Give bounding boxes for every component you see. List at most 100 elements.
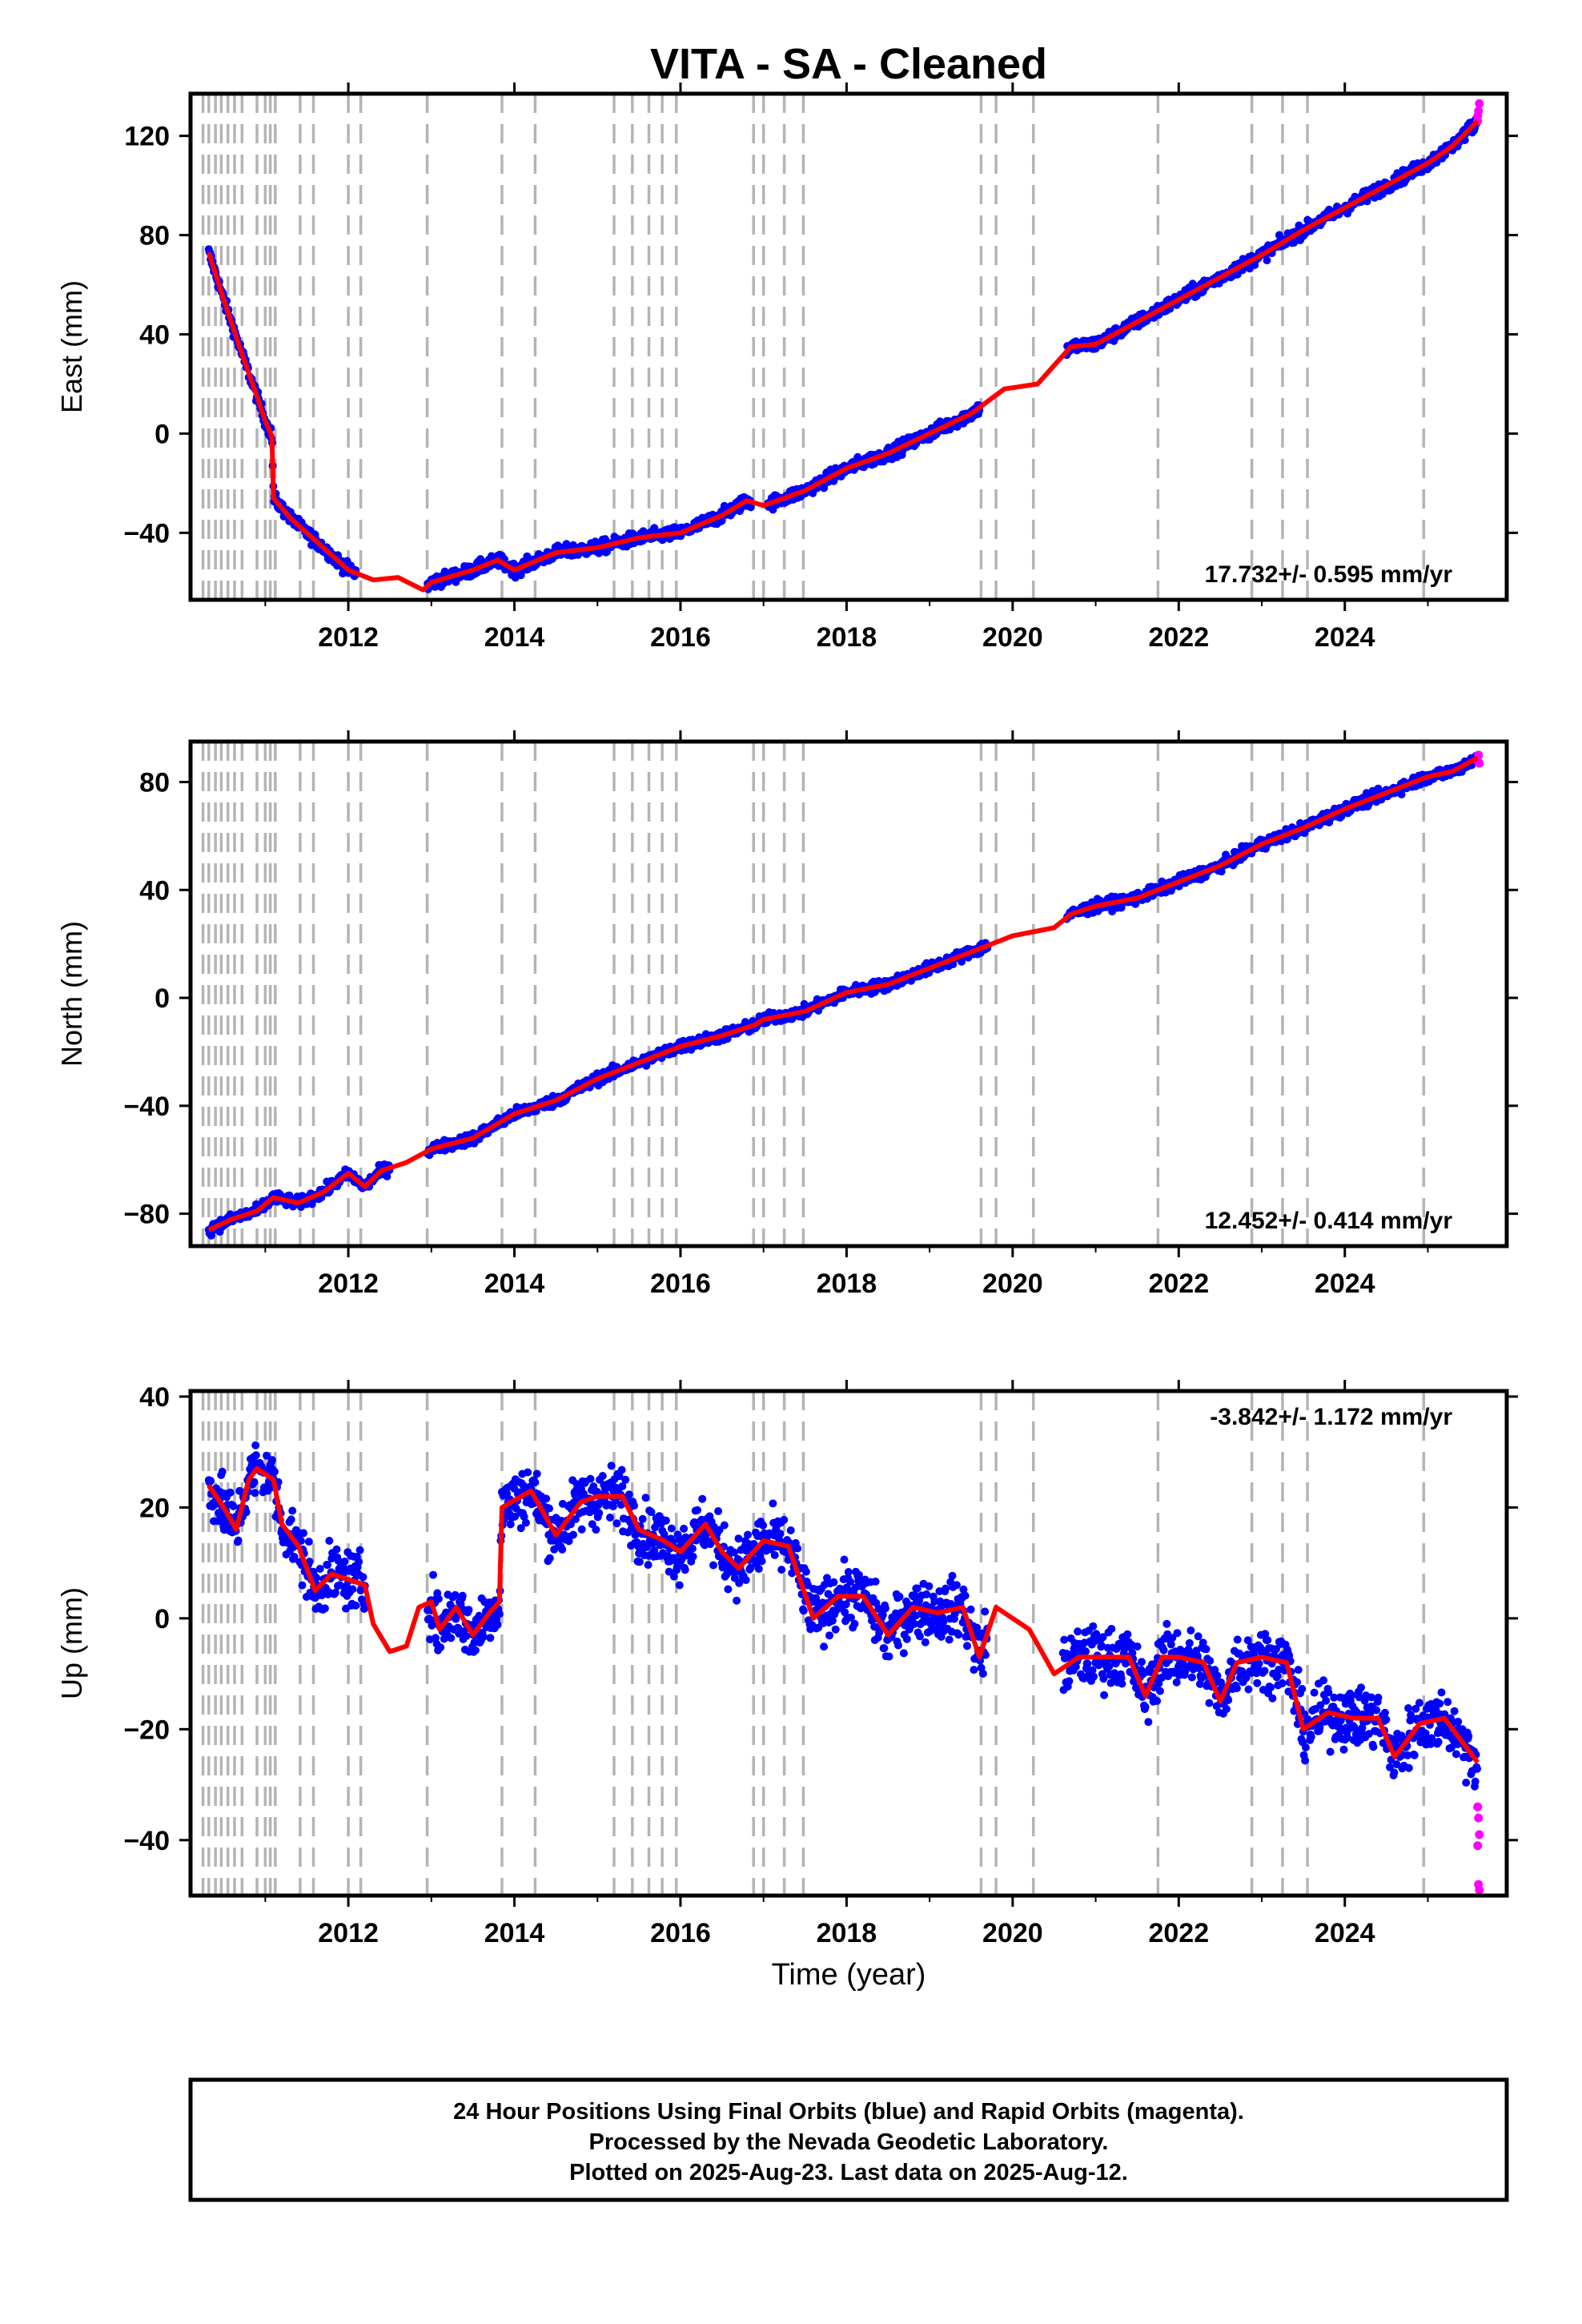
- final-point-273: [434, 1594, 443, 1603]
- final-point-3: [207, 1477, 215, 1486]
- final-point-322: [464, 1606, 473, 1614]
- final-point-887: [812, 1594, 821, 1602]
- axes-frame: [188, 91, 1509, 602]
- final-point-163: [304, 1538, 313, 1546]
- final-point-534: [595, 1509, 604, 1518]
- final-point-1000: [881, 1604, 889, 1613]
- final-point-94: [263, 1451, 271, 1460]
- final-point-331: [470, 1638, 479, 1647]
- final-point-744: [724, 1585, 733, 1594]
- final-point-820: [770, 1550, 779, 1559]
- x-tick-label-6: 2024: [1315, 1269, 1375, 1299]
- final-point-857: [793, 1544, 802, 1553]
- final-point-139: [290, 1553, 299, 1561]
- y-axis-label: East (mm): [55, 280, 88, 413]
- y-tick-label-2: 40: [139, 320, 170, 351]
- final-point-221: [340, 1558, 349, 1566]
- final-point-1030: [899, 1649, 908, 1658]
- final-point-448: [542, 1494, 551, 1503]
- final-point-48: [234, 1536, 243, 1545]
- y-tick-label-1: 0: [155, 419, 170, 449]
- final-point-75: [251, 1489, 259, 1498]
- final-point-694: [693, 1506, 701, 1514]
- rapid-point-3: [1473, 111, 1483, 121]
- final-point-206: [331, 1588, 339, 1597]
- y-tick-label-2: 0: [155, 983, 170, 1014]
- rate-label: 12.452+/- 0.414 mm/yr: [1205, 1208, 1453, 1234]
- final-point-293: [447, 1634, 456, 1642]
- final-point-801: [759, 1521, 768, 1530]
- final-point-781: [746, 1563, 755, 1572]
- final-point-571: [617, 1466, 626, 1474]
- model-line: [207, 755, 1480, 1232]
- final-point-1047: [910, 1619, 918, 1628]
- final-point-264: [429, 1570, 437, 1579]
- final-point-754: [730, 1548, 739, 1557]
- final-point-369: [493, 1620, 502, 1629]
- final-point-1109: [948, 1571, 957, 1580]
- final-point-773: [741, 1576, 750, 1584]
- final-point-767: [746, 503, 755, 512]
- final-point-461: [550, 1545, 559, 1554]
- final-point-300: [451, 1590, 460, 1599]
- final-point-1752: [1397, 790, 1406, 798]
- final-point-687: [689, 1552, 697, 1561]
- final-point-583: [624, 1490, 633, 1499]
- final-point-1459: [1217, 867, 1226, 876]
- final-point-563: [612, 1519, 621, 1528]
- final-point-909: [825, 1631, 833, 1640]
- final-point-529: [592, 1526, 600, 1534]
- final-point-984: [871, 1577, 880, 1586]
- final-point-103: [267, 1456, 276, 1465]
- final-point-175: [312, 1574, 321, 1582]
- axes-frame: [188, 739, 1509, 1248]
- final-point-738: [720, 1521, 729, 1530]
- final-point-1080: [930, 1597, 939, 1606]
- final-point-411: [519, 1482, 528, 1490]
- final-point-1065: [921, 1638, 930, 1647]
- final-point-554: [607, 1462, 616, 1470]
- final-point-567: [615, 1472, 624, 1481]
- final-point-951: [851, 1583, 860, 1592]
- final-point-492: [569, 1530, 577, 1539]
- final-point-496: [572, 1515, 580, 1523]
- final-point-61: [242, 1508, 251, 1517]
- final-point-196: [325, 1537, 334, 1545]
- final-point-312: [458, 1591, 467, 1600]
- x-tick-label-1: 2014: [484, 1269, 545, 1299]
- model-line: [206, 119, 1480, 593]
- y-tick-label-4: 120: [124, 122, 170, 152]
- final-point-407: [516, 1524, 525, 1533]
- final-point-1006: [885, 1652, 893, 1661]
- y-tick-label-0: −40: [123, 518, 170, 549]
- final-point-557: [608, 1502, 617, 1510]
- final-point-251: [359, 1573, 367, 1582]
- final-point-794: [754, 1565, 763, 1573]
- final-point-998: [880, 1644, 889, 1653]
- final-point-164: [305, 1558, 314, 1566]
- final-point-74: [250, 1478, 259, 1486]
- final-point-1098: [942, 1584, 950, 1593]
- final-point-648: [665, 1567, 673, 1576]
- final-point-246: [355, 1546, 364, 1554]
- x-tick-label-4: 2020: [982, 1269, 1043, 1299]
- final-point-181: [315, 1565, 324, 1573]
- final-point-577: [621, 1475, 630, 1484]
- final-point-189: [320, 1604, 329, 1613]
- final-point-1067: [922, 1590, 931, 1598]
- final-point-430: [531, 1478, 540, 1486]
- x-tick-label-6: 2024: [1315, 622, 1375, 653]
- y-tick-label-3: 40: [139, 875, 170, 906]
- final-point-418: [524, 1468, 532, 1477]
- x-tick-label-3: 2018: [817, 622, 877, 653]
- final-point-1035: [902, 1634, 911, 1643]
- final-point-940: [844, 1568, 853, 1576]
- final-point-761: [734, 1534, 743, 1543]
- x-tick-label-2: 2016: [650, 1269, 711, 1299]
- final-point-1052: [913, 1584, 921, 1593]
- final-point-762: [735, 1578, 744, 1587]
- final-point-614: [644, 1561, 652, 1570]
- x-tick-label-3: 2018: [817, 1269, 877, 1299]
- final-point-674: [681, 1566, 689, 1574]
